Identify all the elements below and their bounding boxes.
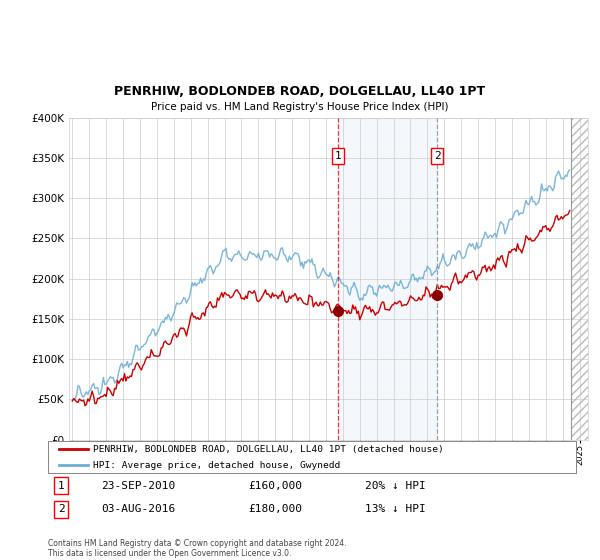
Text: 13% ↓ HPI: 13% ↓ HPI: [365, 505, 425, 514]
Bar: [571, 118, 588, 440]
Text: PENRHIW, BODLONDEB ROAD, DOLGELLAU, LL40 1PT: PENRHIW, BODLONDEB ROAD, DOLGELLAU, LL40…: [115, 85, 485, 98]
Text: 1: 1: [335, 151, 341, 161]
Text: 2: 2: [434, 151, 440, 161]
Text: 2: 2: [58, 505, 65, 514]
Bar: [571, 118, 588, 440]
Text: PENRHIW, BODLONDEB ROAD, DOLGELLAU, LL40 1PT (detached house): PENRHIW, BODLONDEB ROAD, DOLGELLAU, LL40…: [93, 445, 443, 454]
Text: £160,000: £160,000: [248, 480, 302, 491]
Text: 03-AUG-2016: 03-AUG-2016: [101, 505, 175, 514]
Text: 1: 1: [58, 480, 65, 491]
Text: 23-SEP-2010: 23-SEP-2010: [101, 480, 175, 491]
Bar: [338, 118, 437, 440]
Text: Contains HM Land Registry data © Crown copyright and database right 2024.
This d: Contains HM Land Registry data © Crown c…: [48, 539, 347, 558]
Text: HPI: Average price, detached house, Gwynedd: HPI: Average price, detached house, Gwyn…: [93, 460, 340, 470]
Text: £180,000: £180,000: [248, 505, 302, 514]
Text: Price paid vs. HM Land Registry's House Price Index (HPI): Price paid vs. HM Land Registry's House …: [151, 102, 449, 112]
Text: 20% ↓ HPI: 20% ↓ HPI: [365, 480, 425, 491]
